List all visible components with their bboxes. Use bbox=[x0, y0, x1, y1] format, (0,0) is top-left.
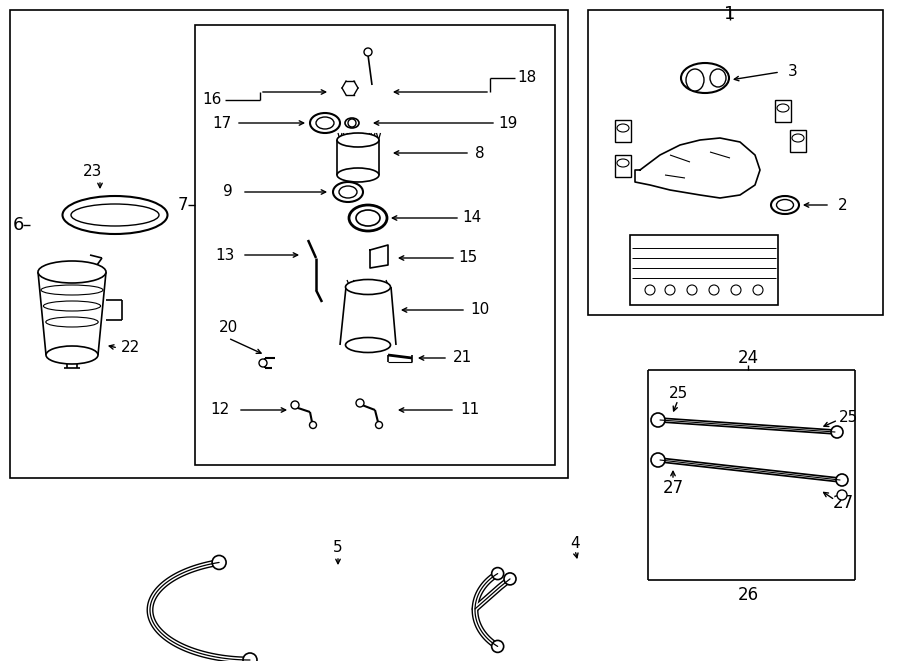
Text: 12: 12 bbox=[211, 403, 230, 418]
Ellipse shape bbox=[62, 196, 167, 234]
Text: 2: 2 bbox=[838, 198, 848, 212]
Bar bbox=[588, 10, 883, 315]
Circle shape bbox=[651, 413, 665, 427]
Text: 8: 8 bbox=[475, 145, 485, 161]
Ellipse shape bbox=[337, 133, 379, 147]
Text: 3: 3 bbox=[788, 65, 798, 79]
Polygon shape bbox=[370, 245, 388, 268]
Text: 21: 21 bbox=[453, 350, 472, 366]
Text: 7: 7 bbox=[178, 196, 188, 214]
Ellipse shape bbox=[46, 346, 98, 364]
Bar bbox=[775, 100, 791, 122]
Ellipse shape bbox=[777, 104, 789, 112]
Text: 1: 1 bbox=[724, 5, 735, 23]
Circle shape bbox=[491, 568, 504, 580]
Circle shape bbox=[837, 490, 847, 500]
Circle shape bbox=[348, 119, 356, 127]
Circle shape bbox=[753, 285, 763, 295]
Text: 10: 10 bbox=[471, 303, 490, 317]
Circle shape bbox=[259, 359, 267, 367]
Text: 27: 27 bbox=[832, 494, 853, 512]
Ellipse shape bbox=[71, 204, 159, 226]
Text: 16: 16 bbox=[202, 93, 221, 108]
Text: 13: 13 bbox=[215, 247, 235, 262]
Circle shape bbox=[831, 426, 843, 438]
Text: 15: 15 bbox=[458, 251, 478, 266]
Circle shape bbox=[243, 653, 257, 661]
Ellipse shape bbox=[792, 134, 804, 142]
Circle shape bbox=[645, 285, 655, 295]
Circle shape bbox=[687, 285, 697, 295]
Circle shape bbox=[491, 641, 504, 652]
Circle shape bbox=[651, 453, 665, 467]
Ellipse shape bbox=[771, 196, 799, 214]
Ellipse shape bbox=[345, 118, 359, 128]
Ellipse shape bbox=[346, 280, 391, 295]
Circle shape bbox=[836, 474, 848, 486]
Text: 27: 27 bbox=[662, 479, 684, 497]
Ellipse shape bbox=[349, 205, 387, 231]
Ellipse shape bbox=[316, 117, 334, 129]
Circle shape bbox=[504, 573, 516, 585]
Circle shape bbox=[665, 285, 675, 295]
Text: 5: 5 bbox=[333, 541, 343, 555]
Bar bbox=[150, 208, 164, 220]
Bar bbox=[10, 10, 568, 478]
Ellipse shape bbox=[339, 186, 357, 198]
Text: 22: 22 bbox=[121, 340, 140, 356]
Polygon shape bbox=[635, 138, 760, 198]
Text: 4: 4 bbox=[571, 535, 580, 551]
Ellipse shape bbox=[710, 69, 726, 87]
Text: 18: 18 bbox=[518, 71, 536, 85]
Circle shape bbox=[731, 285, 741, 295]
Ellipse shape bbox=[310, 113, 340, 133]
Text: 23: 23 bbox=[84, 165, 103, 180]
Text: 9: 9 bbox=[223, 184, 233, 200]
Text: 17: 17 bbox=[212, 116, 231, 130]
Circle shape bbox=[375, 422, 382, 428]
Text: 24: 24 bbox=[737, 349, 759, 367]
Text: 25: 25 bbox=[669, 385, 688, 401]
Text: 11: 11 bbox=[461, 403, 480, 418]
Ellipse shape bbox=[681, 63, 729, 93]
Text: 14: 14 bbox=[463, 210, 482, 225]
Circle shape bbox=[364, 48, 372, 56]
Text: 19: 19 bbox=[499, 116, 517, 130]
Circle shape bbox=[291, 401, 299, 409]
Text: 6: 6 bbox=[13, 216, 23, 234]
Bar bbox=[790, 130, 806, 152]
Ellipse shape bbox=[38, 261, 106, 283]
Circle shape bbox=[356, 399, 364, 407]
Ellipse shape bbox=[356, 210, 380, 226]
Bar bbox=[615, 155, 631, 177]
Bar bbox=[615, 120, 631, 142]
Bar bbox=[630, 235, 778, 305]
Ellipse shape bbox=[686, 69, 704, 91]
Ellipse shape bbox=[777, 200, 794, 210]
Text: 25: 25 bbox=[839, 410, 858, 426]
Circle shape bbox=[212, 555, 226, 569]
Ellipse shape bbox=[337, 168, 379, 182]
Text: 26: 26 bbox=[737, 586, 759, 604]
Circle shape bbox=[709, 285, 719, 295]
Ellipse shape bbox=[617, 159, 629, 167]
Bar bbox=[195, 25, 555, 465]
Ellipse shape bbox=[333, 182, 363, 202]
Ellipse shape bbox=[346, 338, 391, 352]
Circle shape bbox=[310, 422, 317, 428]
Text: 20: 20 bbox=[219, 321, 238, 336]
Ellipse shape bbox=[617, 124, 629, 132]
